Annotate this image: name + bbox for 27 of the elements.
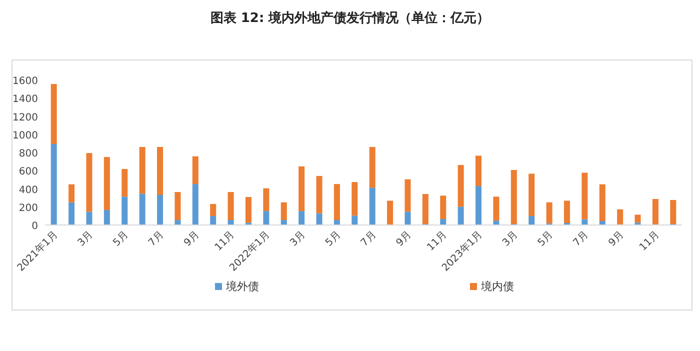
x-tick-label: 3月 — [288, 229, 308, 249]
y-tick-label: 1200 — [12, 112, 38, 124]
x-tick-label: 9月 — [394, 229, 414, 249]
x-tick-label: 11月 — [638, 229, 662, 254]
x-tick-label: 5月 — [111, 229, 131, 249]
x-tick-label: 3月 — [500, 229, 520, 249]
x-tick-label: 3月 — [76, 229, 96, 249]
x-tick-label: 9月 — [182, 229, 202, 249]
x-tick-label: 5月 — [324, 229, 344, 249]
x-tick-label: 11月 — [425, 229, 450, 254]
y-tick-label: 200 — [18, 202, 38, 214]
legend-label: 境外债 — [225, 280, 259, 293]
x-tick-label: 11月 — [213, 229, 237, 254]
y-tick-label: 1000 — [12, 130, 38, 142]
x-tick-label: 7月 — [146, 229, 166, 249]
y-tick-label: 800 — [18, 148, 38, 160]
y-tick-label: 1400 — [12, 94, 38, 106]
x-tick-label: 7月 — [359, 229, 378, 249]
x-tick-label: 7月 — [571, 229, 591, 249]
y-tick-label: 600 — [18, 166, 38, 178]
y-tick-label: 0 — [32, 221, 38, 232]
legend-label: 境内债 — [480, 280, 514, 293]
y-tick-label: 400 — [18, 184, 38, 196]
y-tick-label: 1600 — [12, 76, 38, 87]
x-tick-label: 9月 — [606, 229, 626, 249]
chart-title: 图表 12: 境内外地产债发行情况（单位：亿元） — [210, 10, 490, 26]
x-tick-label: 5月 — [536, 229, 556, 249]
